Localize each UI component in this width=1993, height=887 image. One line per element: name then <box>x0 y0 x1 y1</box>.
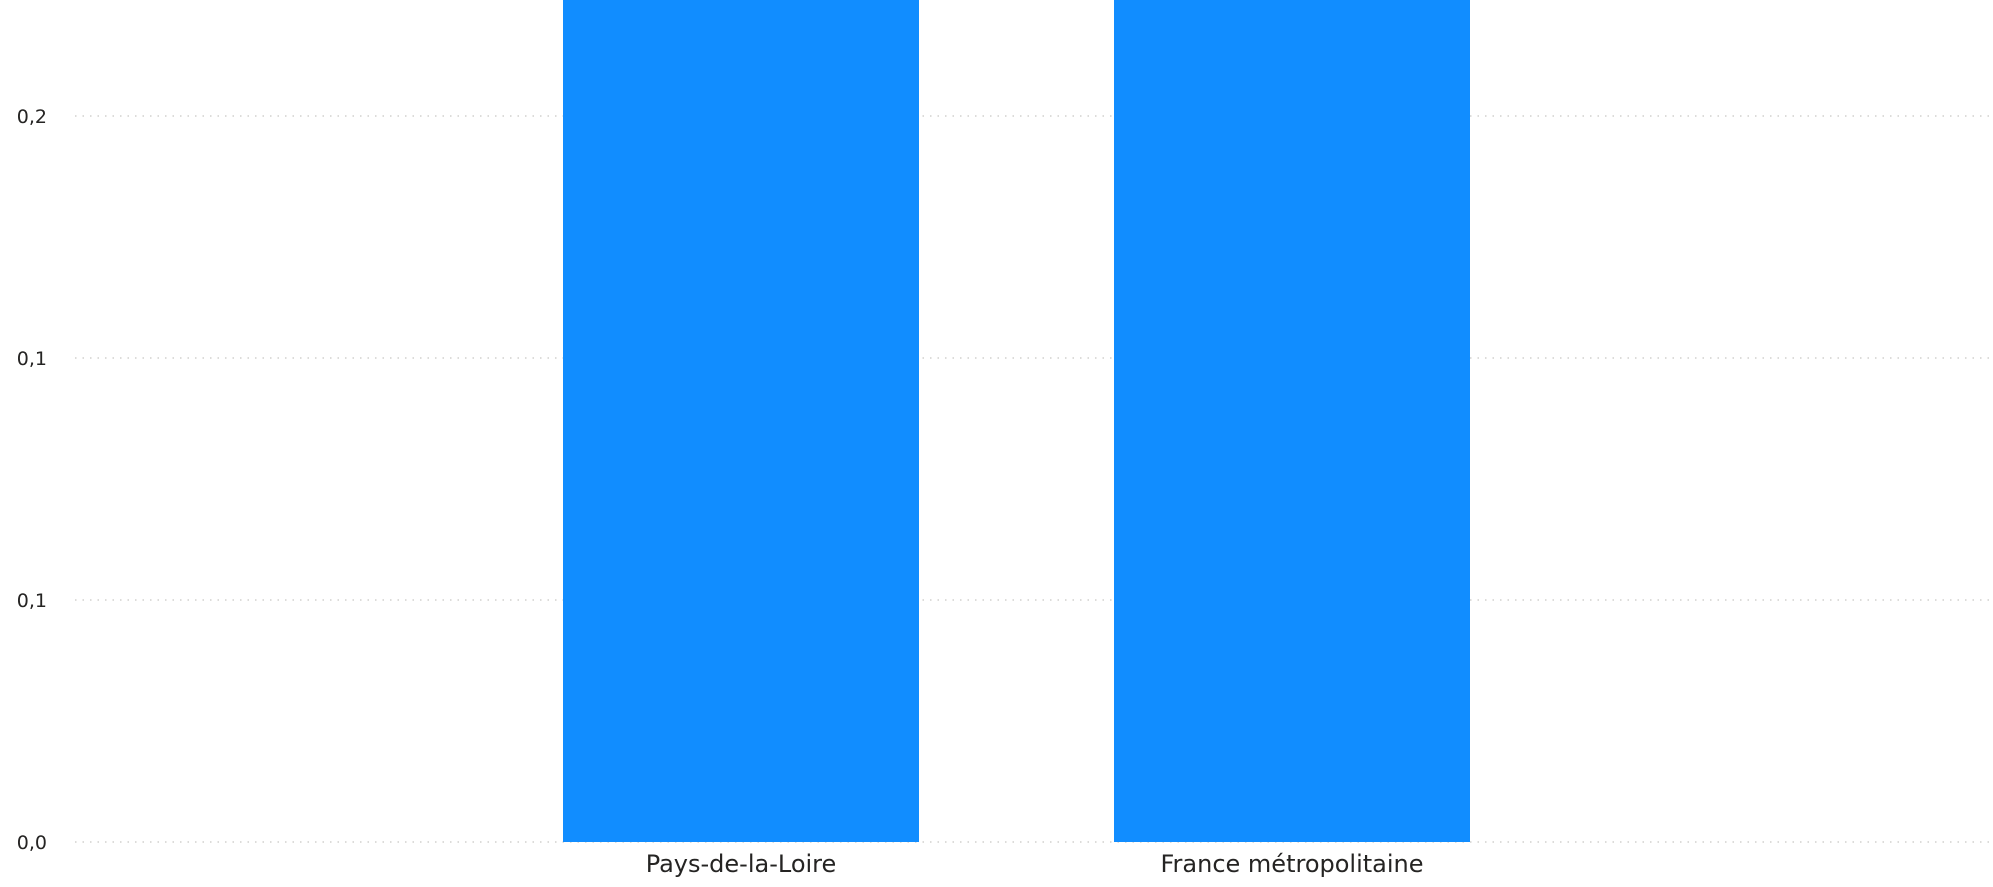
gridlines <box>75 115 1993 843</box>
y-tick-label-3: 0,2 <box>17 106 47 128</box>
category-label-0: Pays-de-la-Loire <box>646 850 837 878</box>
category-label-1: France métropolitaine <box>1160 850 1423 878</box>
y-axis: 0,00,10,10,20,20,30,3 <box>17 106 47 854</box>
bar-1[interactable] <box>1114 0 1470 842</box>
bar-0[interactable] <box>563 0 919 842</box>
y-tick-label-1: 0,1 <box>17 590 47 612</box>
bars <box>563 0 1470 842</box>
y-tick-label-0: 0,0 <box>17 832 47 854</box>
y-tick-label-2: 0,1 <box>17 348 47 370</box>
x-axis: Pays-de-la-Loire France métropolitaine <box>646 850 1424 878</box>
